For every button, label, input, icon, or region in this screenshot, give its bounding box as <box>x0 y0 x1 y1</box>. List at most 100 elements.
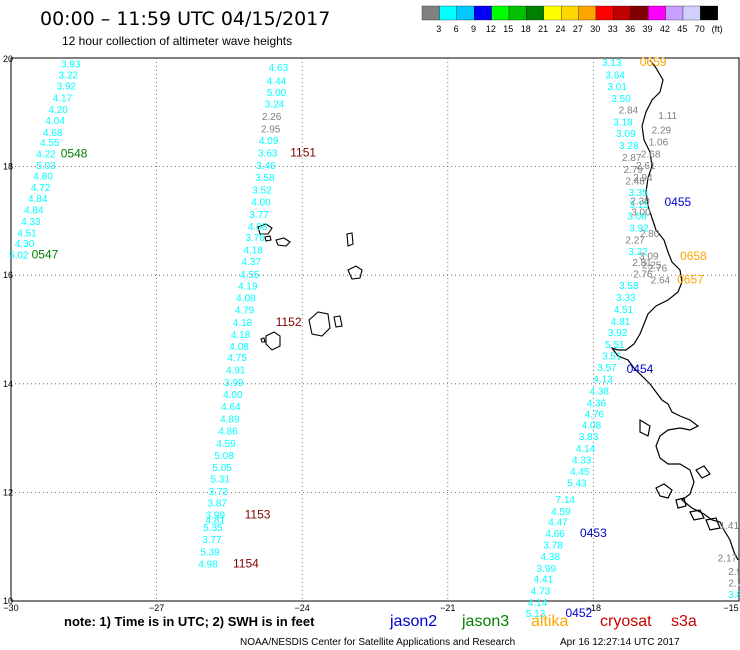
track-jason3-left: 3.933.223.924.174.204.044.684.554.225.03… <box>9 59 88 261</box>
x-tick-label: −27 <box>149 603 164 613</box>
wave-height-value: 2.71 <box>728 579 740 590</box>
wave-height-value: 2.29 <box>652 126 672 137</box>
satellite-altika: altika <box>531 613 568 630</box>
legend-swatch <box>421 5 440 21</box>
wave-height-value: 4.00 <box>251 197 271 208</box>
wave-height-value: 4.08 <box>236 293 256 304</box>
wave-height-value: 2.26 <box>262 112 282 123</box>
legend-swatch <box>630 5 649 21</box>
wave-height-value: 4.38 <box>589 386 609 397</box>
wave-height-value: 3.13 <box>602 58 622 69</box>
wave-height-value: 4.63 <box>269 63 289 74</box>
legend-swatch <box>526 5 544 21</box>
wave-height-value: 4.91 <box>226 366 246 377</box>
pass-time-label: 1151 <box>290 145 316 159</box>
wave-height-value: 3.33 <box>616 293 636 304</box>
wave-height-value: 4.19 <box>238 282 258 293</box>
wave-height-value: 5.00 <box>267 88 287 99</box>
lat-lon-grid <box>11 58 739 601</box>
track-jason2-right: 3.133.643.013.502.843.183.093.282.872.79… <box>526 58 692 620</box>
y-tick-label: 16 <box>3 270 13 280</box>
wave-height-value: 1.41 <box>720 521 740 532</box>
legend-tick: 24 <box>555 24 565 34</box>
map-frame <box>10 57 740 602</box>
pass-time-label: 0452 <box>565 606 592 620</box>
wave-height-value: 5.39 <box>200 548 220 559</box>
x-tick-label: −24 <box>295 603 310 613</box>
pass-time-label: 0455 <box>664 195 691 209</box>
wave-height-value: 3.09 <box>616 129 636 140</box>
wave-height-value: 4.18 <box>233 318 253 329</box>
wave-height-value: 3.78 <box>543 541 563 552</box>
wave-height-value: 4.41 <box>534 575 554 586</box>
legend-swatch <box>474 5 492 21</box>
pass-time-label: 1153 <box>245 508 271 522</box>
wave-height-value: 2.84 <box>619 106 639 117</box>
legend-swatch <box>491 5 510 21</box>
wave-height-value: 4.08 <box>229 342 249 353</box>
wave-height-value: 4.75 <box>227 353 247 364</box>
wave-height-value: 3.99 <box>224 378 244 389</box>
wave-height-value: 3.99 <box>537 564 557 575</box>
pass-time-label: 0658 <box>680 249 707 263</box>
satellite-legend: jason2 jason3 altika cryosat s3a <box>389 613 697 630</box>
wave-height-value: 3.88 <box>728 590 740 601</box>
wave-height-value: 4.18 <box>231 330 251 341</box>
wave-height-value: 4.51 <box>17 228 37 239</box>
legend-tick: 27 <box>573 24 583 34</box>
wave-height-value: 3.01 <box>607 82 627 93</box>
wave-height-value: 2.76 <box>633 270 653 281</box>
wave-height-value: 4.81 <box>206 516 226 527</box>
x-tick-label: −18 <box>586 603 601 613</box>
wave-height-value: 3.77 <box>202 535 222 546</box>
satellite-s3a: s3a <box>671 613 697 630</box>
legend-tick: 15 <box>503 24 513 34</box>
wave-height-value: 2.94 <box>728 567 740 578</box>
wave-height-value: 5.31 <box>210 474 230 485</box>
wave-height-value: 4.64 <box>221 402 241 413</box>
x-tick-label: −30 <box>3 603 18 613</box>
satellite-jason3: jason3 <box>461 613 509 630</box>
legend-tick: 21 <box>538 24 548 34</box>
wave-height-value: 5.08 <box>214 451 234 462</box>
wave-height-value: 2.95 <box>261 125 281 136</box>
wave-height-value: 4.86 <box>218 426 238 437</box>
x-tick-label: −21 <box>440 603 455 613</box>
wave-height-value: 3.83 <box>579 432 599 443</box>
wave-height-value: 4.44 <box>267 76 287 87</box>
wave-height-value: 2.81 <box>632 258 652 269</box>
wave-height-value: 2.17 <box>718 554 738 565</box>
wave-height-value: 4.89 <box>220 415 240 426</box>
wave-height-value: 4.30 <box>15 239 35 250</box>
legend-tick: 3 <box>436 24 441 34</box>
satellite-jason2: jason2 <box>389 613 437 630</box>
pass-time-label: 0547 <box>32 248 59 262</box>
y-tick-label: 20 <box>3 54 13 64</box>
pass-time-label: 1152 <box>276 315 302 329</box>
wave-height-value: 3.22 <box>59 70 79 81</box>
legend-swatch <box>700 5 718 21</box>
pass-time-label: 0454 <box>627 362 654 376</box>
credit-line: NOAA/NESDIS Center for Satellite Applica… <box>240 637 515 648</box>
wave-height-value: 3.24 <box>265 100 285 111</box>
wave-height-value: 4.55 <box>240 270 260 281</box>
wave-height-value: 4.72 <box>31 183 51 194</box>
wave-height-value: 4.84 <box>28 194 48 205</box>
map-title: 00:00 – 11:59 UTC 04/15/2017 <box>40 8 330 30</box>
y-tick-label: 14 <box>3 379 13 389</box>
y-tick-label: 18 <box>3 162 13 172</box>
wave-height-value: 2.25 <box>642 260 662 271</box>
wave-height-value: 4.59 <box>216 439 236 450</box>
wave-height-value: 4.09 <box>259 136 279 147</box>
legend-swatch <box>543 5 562 21</box>
coastline-africa <box>610 59 739 561</box>
pass-time-label: 0548 <box>61 147 88 161</box>
wave-height-value: 4.98 <box>198 560 218 571</box>
legend-tick: (ft) <box>712 24 723 34</box>
wave-height-value: 5.13 <box>526 609 546 620</box>
wave-height-value: 4.04 <box>45 116 65 127</box>
pass-time-label: 0657 <box>677 273 704 287</box>
wave-height-value: 4.20 <box>48 105 68 116</box>
wave-height-value: 4.14 <box>528 598 548 609</box>
map-subtitle: 12 hour collection of altimeter wave hei… <box>62 34 292 48</box>
